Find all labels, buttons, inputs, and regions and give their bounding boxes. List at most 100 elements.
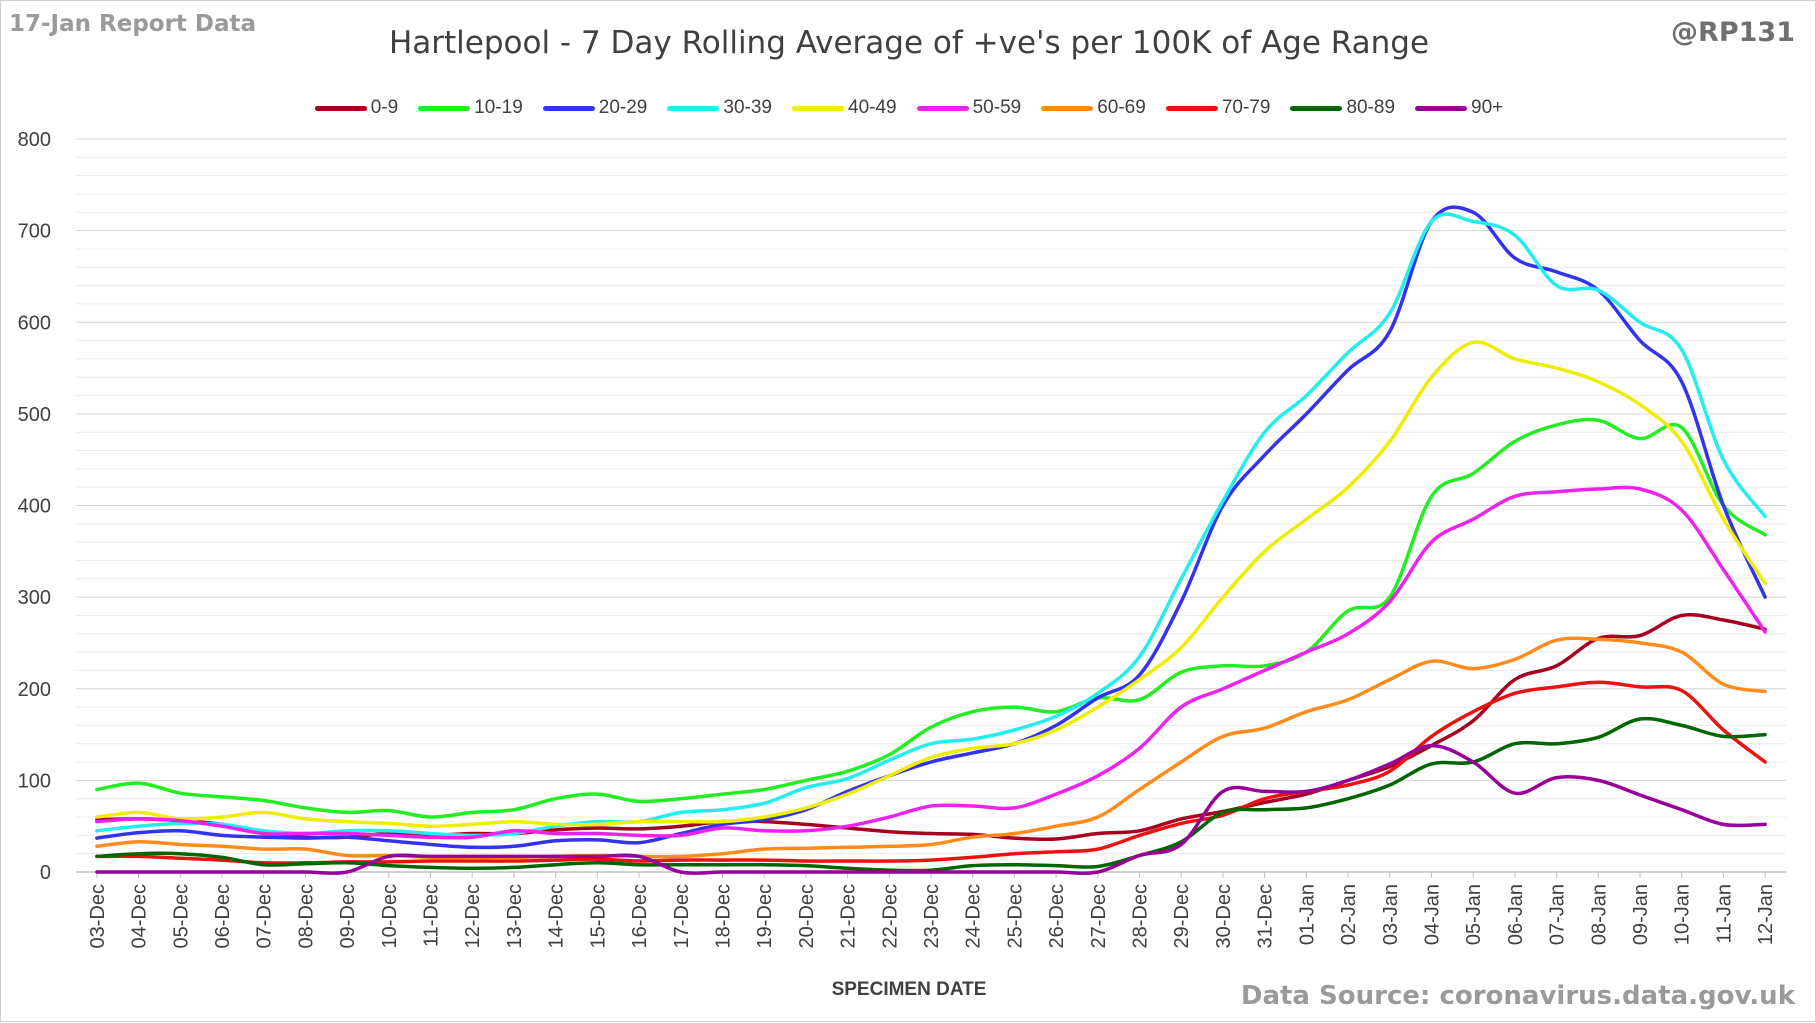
legend-swatch [1041, 105, 1094, 111]
legend-label: 80-89 [1346, 97, 1396, 118]
x-tick-label: 18-Dec [712, 884, 734, 948]
series-line-80-89 [95, 716, 1767, 873]
x-tick-label: 12-Dec [462, 884, 484, 948]
x-tick-label: 05-Jan [1463, 884, 1485, 945]
data-source: Data Source: coronavirus.data.gov.uk [1240, 981, 1795, 1011]
y-tick-label: 800 [18, 129, 51, 151]
chart-legend: 0-9 10-19 20-29 30-39 40-49 50-59 60-69 70-79 80… [1, 97, 1816, 119]
y-tick-label: 500 [18, 404, 51, 426]
x-tick-label: 28-Dec [1130, 884, 1152, 948]
x-tick-label: 03-Jan [1380, 884, 1402, 945]
series-line-20-29 [95, 205, 1767, 850]
y-tick-label: 400 [18, 496, 51, 518]
legend-item: 20-29 [542, 97, 648, 119]
chart-title: Hartlepool - 7 Day Rolling Average of +v… [388, 25, 1430, 61]
x-tick-label: 09-Dec [337, 884, 359, 948]
legend-item: 10-19 [418, 97, 523, 119]
legend-swatch [792, 105, 844, 111]
y-tick-label: 700 [18, 221, 51, 243]
y-tick-label: 600 [18, 312, 51, 334]
x-tick-label: 17-Dec [671, 884, 693, 948]
x-tick-label: 31-Dec [1255, 884, 1277, 948]
x-tick-label: 15-Dec [587, 884, 609, 948]
legend-item: 90+ [1415, 97, 1503, 119]
legend-swatch [1415, 105, 1468, 111]
legend-item: 80-89 [1290, 97, 1395, 119]
y-tick-label: 0 [40, 862, 51, 884]
x-tick-label: 29-Dec [1171, 884, 1193, 948]
legend-item: 50-59 [916, 97, 1022, 119]
x-tick-label: 06-Dec [212, 884, 234, 948]
x-tick-label: 22-Dec [879, 884, 901, 948]
x-tick-label: 04-Jan [1421, 884, 1443, 945]
legend-label: 60-69 [1097, 97, 1146, 118]
y-tick-label: 200 [18, 679, 51, 701]
x-tick-label: 16-Dec [629, 884, 651, 948]
x-tick-label: 07-Jan [1547, 884, 1569, 945]
legend-label: 30-39 [723, 97, 772, 118]
legend-item: 40-49 [792, 97, 897, 119]
x-tick-label: 02-Jan [1338, 884, 1360, 945]
x-tick-label: 10-Jan [1672, 884, 1694, 945]
x-tick-label: 26-Dec [1046, 884, 1068, 948]
x-tick-label: 24-Dec [963, 884, 985, 948]
x-tick-label: 30-Dec [1213, 884, 1235, 948]
x-tick-label: 21-Dec [838, 884, 860, 948]
series-line-90plus [95, 743, 1767, 875]
x-tick-label: 23-Dec [921, 884, 943, 948]
legend-label: 10-19 [474, 97, 523, 118]
x-tick-label: 05-Dec [170, 884, 192, 948]
legend-item: 30-39 [667, 97, 772, 119]
legend-swatch [1165, 105, 1218, 111]
x-tick-label: 13-Dec [504, 884, 526, 948]
legend-label: 0-9 [370, 97, 399, 118]
x-tick-label: 06-Jan [1505, 884, 1527, 945]
legend-label: 20-29 [598, 97, 648, 118]
x-tick-label: 07-Dec [254, 884, 276, 948]
legend-swatch [916, 105, 969, 111]
y-tick-label: 100 [18, 770, 51, 792]
x-tick-label: 19-Dec [754, 884, 776, 948]
legend-swatch [418, 105, 471, 111]
author-handle: @RP131 [1671, 17, 1795, 48]
legend-swatch [1290, 105, 1343, 111]
x-tick-label: 09-Jan [1630, 884, 1652, 945]
y-tick-label: 300 [18, 587, 51, 609]
legend-swatch [542, 105, 595, 111]
legend-label: 70-79 [1221, 97, 1271, 118]
series-line-30-39 [95, 212, 1767, 838]
x-tick-label: 03-Dec [87, 884, 109, 948]
x-tick-label: 10-Dec [379, 884, 401, 948]
x-tick-label: 27-Dec [1088, 884, 1110, 948]
report-date-label: 17-Jan Report Data [9, 11, 257, 37]
x-tick-label: 04-Dec [129, 884, 151, 948]
x-tick-label: 11-Jan [1713, 884, 1735, 944]
x-tick-label: 11-Dec [421, 884, 443, 947]
legend-item: 70-79 [1165, 97, 1271, 119]
x-tick-label: 20-Dec [796, 884, 818, 948]
series-line-60-69 [95, 636, 1767, 860]
x-tick-label: 14-Dec [546, 884, 568, 948]
x-axis-label: SPECIMEN DATE [831, 979, 987, 1000]
series-line-40-49 [95, 340, 1767, 828]
x-tick-label: 25-Dec [1004, 884, 1026, 948]
x-tick-label: 01-Jan [1296, 884, 1318, 945]
legend-item: 0-9 [314, 97, 399, 119]
series-lines [95, 205, 1767, 875]
x-tick-label: 12-Jan [1755, 884, 1777, 945]
grid-lines [76, 138, 1786, 873]
legend-item: 60-69 [1041, 97, 1146, 119]
series-line-50-59 [95, 485, 1767, 840]
legend-label: 40-49 [848, 97, 897, 118]
y-axis-ticks: 0 100 200 300 400 500 600 700 800 [18, 129, 51, 884]
x-tick-label: 08-Jan [1588, 884, 1610, 945]
x-tick-label: 08-Dec [295, 884, 317, 948]
legend-swatch [667, 105, 720, 111]
x-axis-ticks: 03-Dec 04-Dec 05-Dec 06-Dec 07-Dec 08-Dec 09-D… [87, 872, 1777, 948]
legend-label: 50-59 [972, 97, 1022, 118]
legend-label: 90+ [1471, 97, 1504, 118]
legend-swatch [314, 105, 367, 111]
series-line-10-19 [95, 417, 1767, 819]
